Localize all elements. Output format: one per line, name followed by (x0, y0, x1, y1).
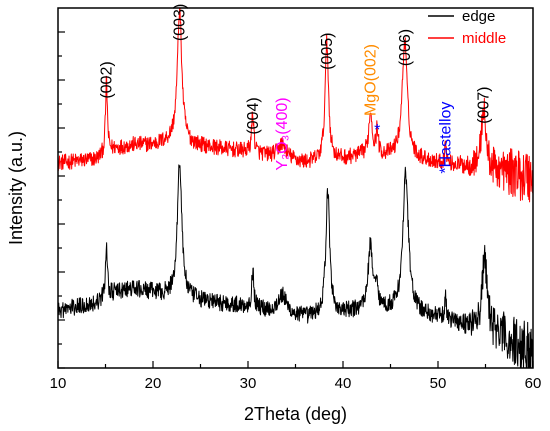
plot-area (58, 8, 533, 368)
peak-label: *Hastelloy (438, 102, 455, 174)
axes: 10 20 30 40 50 60 (50, 7, 542, 392)
series-line-edge (58, 164, 533, 368)
peak-label: (004) (245, 97, 262, 134)
x-tick-label: 20 (145, 375, 162, 392)
x-tick-label: 10 (50, 375, 67, 392)
peak-annotations: (002) (003) (004) Y₂O₃(400) (005) MgO(002) * (0… (98, 4, 492, 174)
legend-label-middle: middle (462, 30, 506, 47)
peak-label: * (374, 122, 380, 139)
peak-label: MgO(002) (363, 44, 380, 116)
x-tick-label: 30 (240, 375, 257, 392)
x-tick-label: 40 (335, 375, 352, 392)
series-line-middle (58, 8, 533, 203)
x-axis-label: 2Theta (deg) (244, 404, 347, 424)
x-tick-label: 50 (430, 375, 447, 392)
x-tick-label: 60 (525, 375, 542, 392)
peak-label: (002) (98, 61, 115, 98)
peak-label: (006) (397, 29, 414, 66)
peak-label: (007) (476, 87, 493, 124)
peak-label: (005) (319, 33, 336, 70)
y-axis-label: Intensity (a.u.) (6, 131, 26, 245)
peak-label: Y₂O₃(400) (274, 97, 291, 170)
legend: edge middle (428, 8, 506, 47)
plot-frame (57, 7, 534, 369)
peak-label: (003) (172, 4, 189, 41)
legend-label-edge: edge (462, 8, 495, 25)
